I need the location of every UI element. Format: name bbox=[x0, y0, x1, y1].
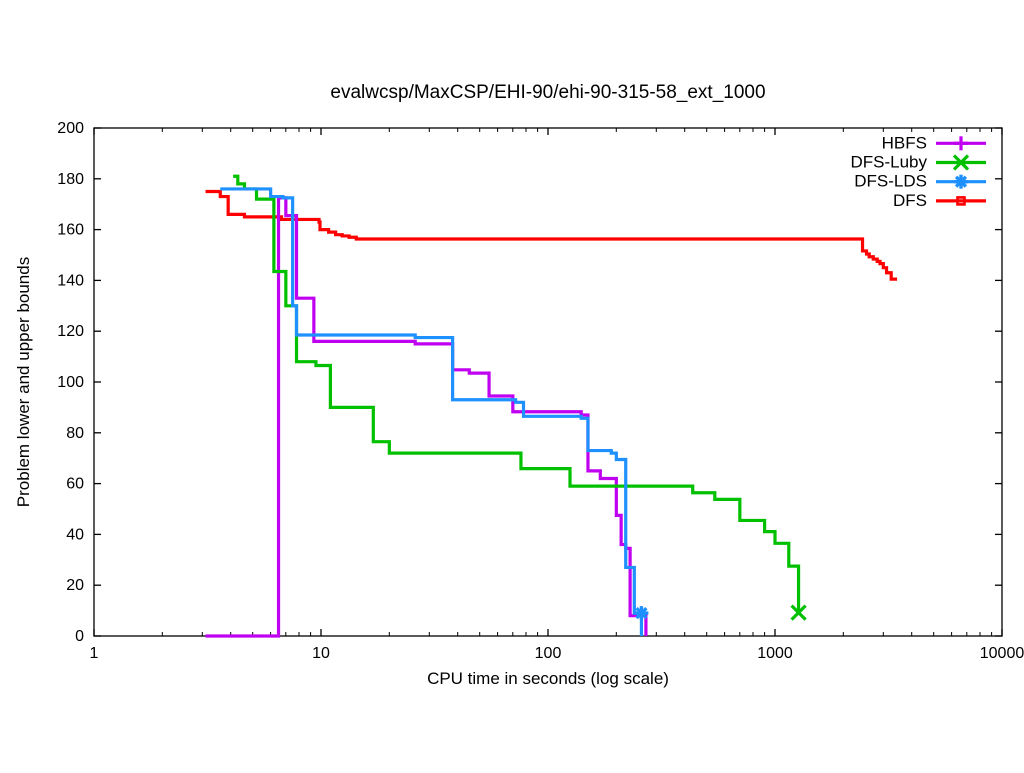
svg-text:180: 180 bbox=[57, 171, 84, 188]
svg-text:40: 40 bbox=[66, 526, 84, 543]
svg-text:100: 100 bbox=[535, 645, 562, 662]
svg-text:10000: 10000 bbox=[980, 645, 1024, 662]
svg-text:DFS: DFS bbox=[893, 191, 927, 210]
svg-text:80: 80 bbox=[66, 425, 84, 442]
svg-text:20: 20 bbox=[66, 577, 84, 594]
svg-text:Problem lower and upper bounds: Problem lower and upper bounds bbox=[14, 257, 33, 507]
svg-text:DFS-Luby: DFS-Luby bbox=[850, 153, 927, 172]
svg-text:1: 1 bbox=[90, 645, 99, 662]
svg-text:0: 0 bbox=[75, 628, 84, 645]
svg-text:HBFS: HBFS bbox=[882, 133, 927, 152]
svg-text:1000: 1000 bbox=[757, 645, 793, 662]
svg-text:120: 120 bbox=[57, 323, 84, 340]
svg-text:200: 200 bbox=[57, 120, 84, 137]
svg-text:CPU time in seconds (log scale: CPU time in seconds (log scale) bbox=[427, 669, 669, 688]
svg-text:evalwcsp/MaxCSP/EHI-90/ehi-90-: evalwcsp/MaxCSP/EHI-90/ehi-90-315-58_ext… bbox=[330, 82, 765, 103]
svg-text:10: 10 bbox=[312, 645, 330, 662]
svg-text:160: 160 bbox=[57, 222, 84, 239]
svg-text:140: 140 bbox=[57, 272, 84, 289]
svg-text:100: 100 bbox=[57, 374, 84, 391]
svg-text:DFS-LDS: DFS-LDS bbox=[854, 172, 927, 191]
svg-text:60: 60 bbox=[66, 476, 84, 493]
